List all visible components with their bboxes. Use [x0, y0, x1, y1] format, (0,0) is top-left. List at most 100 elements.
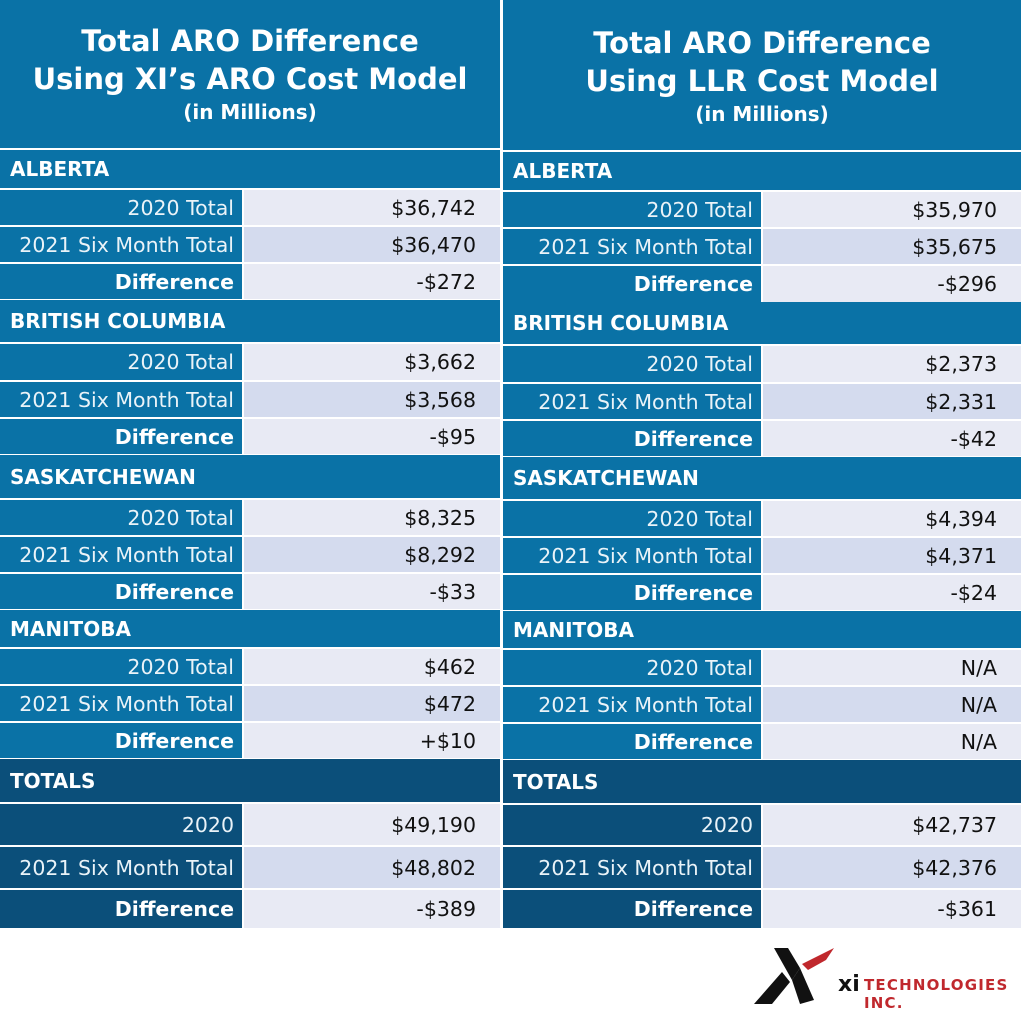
left-title-line2: Using XI’s ARO Cost Model: [32, 62, 468, 96]
section-header: ALBERTA: [0, 150, 500, 188]
table-row: 2020 Total $8,325: [0, 498, 500, 535]
section-header: SASKATCHEWAN: [503, 457, 1021, 499]
row-value: $4,371: [761, 538, 1021, 573]
row-value: $36,742: [242, 190, 500, 225]
logo-xi-text: xi: [838, 972, 860, 997]
row-label: Difference: [0, 890, 242, 928]
table-row: Difference -$95: [0, 417, 500, 454]
row-value: -$33: [242, 574, 500, 609]
table-row: 2020 Total $35,970: [503, 190, 1021, 227]
table-row: 2021 Six Month Total $35,675: [503, 227, 1021, 264]
row-label: 2021 Six Month Total: [0, 847, 242, 888]
table-row: 2020 $49,190: [0, 802, 500, 845]
row-value: $42,737: [761, 805, 1021, 845]
xi-technologies-logo: xi TECHNOLOGIES INC.: [752, 946, 1022, 1012]
row-label: 2021 Six Month Total: [503, 847, 761, 888]
row-value: $42,376: [761, 847, 1021, 888]
row-value: $462: [242, 649, 500, 684]
row-value: $49,190: [242, 804, 500, 845]
section-header: BRITISH COLUMBIA: [503, 302, 1021, 344]
table-row: 2020 Total $4,394: [503, 499, 1021, 536]
row-label: 2021 Six Month Total: [0, 382, 242, 417]
table-row: Difference +$10: [0, 721, 500, 758]
section-header: BRITISH COLUMBIA: [0, 300, 500, 342]
row-label: 2020 Total: [503, 346, 761, 382]
section-header: MANITOBA: [0, 610, 500, 647]
row-label: 2021 Six Month Total: [503, 538, 761, 573]
table-row: Difference -$272: [0, 262, 500, 299]
table-row: 2021 Six Month Total $48,802: [0, 845, 500, 888]
table-row: 2021 Six Month Total $4,371: [503, 536, 1021, 573]
row-value: -$42: [761, 421, 1021, 456]
row-value: $3,662: [242, 344, 500, 380]
table-row: 2020 Total $462: [0, 647, 500, 684]
row-value: -$24: [761, 575, 1021, 610]
row-value: $2,331: [761, 384, 1021, 419]
left-header: Total ARO Difference Using XI’s ARO Cost…: [0, 0, 500, 148]
table-row: 2021 Six Month Total N/A: [503, 685, 1021, 722]
row-label: 2020 Total: [503, 650, 761, 685]
right-header: Total ARO Difference Using LLR Cost Mode…: [503, 0, 1021, 150]
table-row: 2021 Six Month Total $472: [0, 684, 500, 721]
table-row: 2021 Six Month Total $8,292: [0, 535, 500, 572]
row-value: $8,325: [242, 500, 500, 535]
row-value: N/A: [761, 724, 1021, 759]
row-label: 2020 Total: [0, 344, 242, 380]
panel-divider: [500, 0, 503, 928]
section-header: TOTALS: [503, 760, 1021, 803]
left-subtitle: (in Millions): [183, 100, 317, 124]
row-label: Difference: [503, 575, 761, 610]
table-row: Difference N/A: [503, 722, 1021, 759]
table-row: 2020 $42,737: [503, 803, 1021, 845]
row-value: $4,394: [761, 501, 1021, 536]
row-label: 2020 Total: [0, 500, 242, 535]
table-row: 2021 Six Month Total $36,470: [0, 225, 500, 262]
table-row: 2020 Total $3,662: [0, 342, 500, 380]
row-label: 2020: [503, 805, 761, 845]
row-value: -$389: [242, 890, 500, 928]
row-label: Difference: [503, 890, 761, 928]
section-header: ALBERTA: [503, 152, 1021, 190]
row-value: $2,373: [761, 346, 1021, 382]
row-value: $8,292: [242, 537, 500, 572]
row-value: N/A: [761, 650, 1021, 685]
row-label: 2021 Six Month Total: [0, 686, 242, 721]
section-header: TOTALS: [0, 759, 500, 802]
table-row: 2020 Total $36,742: [0, 188, 500, 225]
table-row: Difference -$33: [0, 572, 500, 609]
right-subtitle: (in Millions): [695, 102, 829, 126]
section-header: SASKATCHEWAN: [0, 455, 500, 498]
row-label: Difference: [503, 266, 761, 302]
row-label: 2021 Six Month Total: [503, 229, 761, 264]
table-row: Difference -$389: [0, 888, 500, 928]
row-label: 2021 Six Month Total: [0, 537, 242, 572]
row-label: 2020 Total: [503, 501, 761, 536]
row-label: 2021 Six Month Total: [0, 227, 242, 262]
table-row: Difference -$361: [503, 888, 1021, 928]
row-label: Difference: [503, 724, 761, 759]
left-panel: Total ARO Difference Using XI’s ARO Cost…: [0, 0, 500, 928]
xi-logo-mark-icon: [754, 948, 834, 1004]
row-label: 2020: [0, 804, 242, 845]
table-row: Difference -$42: [503, 419, 1021, 456]
row-label: Difference: [503, 421, 761, 456]
table-row: 2021 Six Month Total $3,568: [0, 380, 500, 417]
row-value: $472: [242, 686, 500, 721]
row-label: 2020 Total: [0, 190, 242, 225]
row-value: $3,568: [242, 382, 500, 417]
row-value: N/A: [761, 687, 1021, 722]
row-value: -$296: [761, 266, 1021, 302]
right-panel: Total ARO Difference Using LLR Cost Mode…: [503, 0, 1021, 928]
table-row: Difference -$24: [503, 573, 1021, 610]
row-value: -$95: [242, 419, 500, 454]
row-label: 2020 Total: [0, 649, 242, 684]
table-row: 2020 Total N/A: [503, 648, 1021, 685]
row-label: 2021 Six Month Total: [503, 687, 761, 722]
row-value: $35,970: [761, 192, 1021, 227]
left-title-line1: Total ARO Difference: [81, 24, 419, 58]
row-label: 2021 Six Month Total: [503, 384, 761, 419]
row-value: -$272: [242, 264, 500, 299]
table-row: 2020 Total $2,373: [503, 344, 1021, 382]
row-value: $48,802: [242, 847, 500, 888]
row-value: -$361: [761, 890, 1021, 928]
